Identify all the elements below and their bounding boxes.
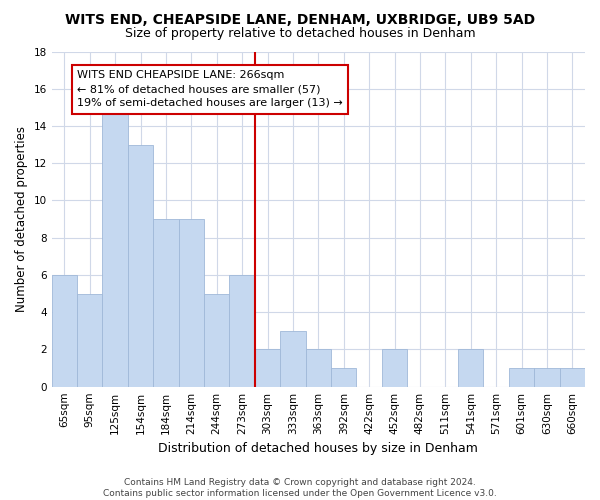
Bar (204, 294, 229, 386)
Y-axis label: Number of detached properties: Number of detached properties (15, 126, 28, 312)
Bar (229, 275, 255, 386)
Text: WITS END, CHEAPSIDE LANE, DENHAM, UXBRIDGE, UB9 5AD: WITS END, CHEAPSIDE LANE, DENHAM, UXBRID… (65, 12, 535, 26)
Bar (255, 350, 280, 387)
X-axis label: Distribution of detached houses by size in Denham: Distribution of detached houses by size … (158, 442, 478, 455)
Text: Contains HM Land Registry data © Crown copyright and database right 2024.
Contai: Contains HM Land Registry data © Crown c… (103, 478, 497, 498)
Text: Size of property relative to detached houses in Denham: Size of property relative to detached ho… (125, 28, 475, 40)
Bar (179, 219, 204, 386)
Bar (509, 368, 534, 386)
Bar (331, 368, 356, 386)
Bar (458, 350, 484, 387)
Bar (534, 368, 560, 386)
Bar (103, 108, 128, 386)
Bar (52, 275, 77, 386)
Bar (280, 331, 305, 386)
Bar (77, 294, 103, 386)
Bar (305, 350, 331, 387)
Bar (153, 219, 179, 386)
Bar (382, 350, 407, 387)
Bar (560, 368, 585, 386)
Bar (128, 144, 153, 386)
Text: WITS END CHEAPSIDE LANE: 266sqm
← 81% of detached houses are smaller (57)
19% of: WITS END CHEAPSIDE LANE: 266sqm ← 81% of… (77, 70, 343, 108)
